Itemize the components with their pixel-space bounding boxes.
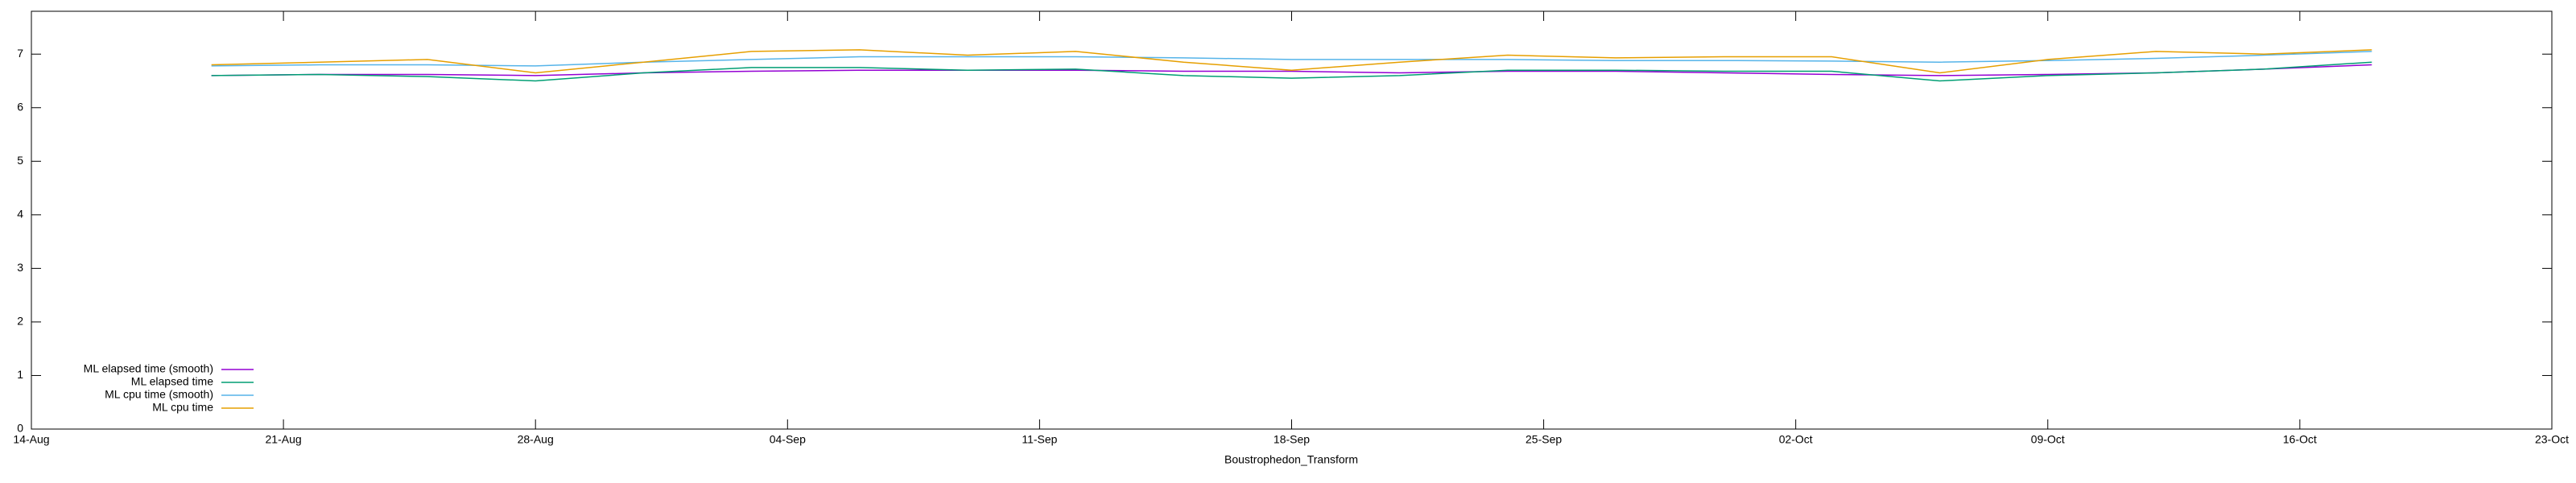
series-line (211, 61, 2372, 82)
legend-label: ML elapsed time (131, 375, 213, 388)
x-tick-label: 04-Sep (770, 433, 806, 446)
x-tick-label: 21-Aug (266, 433, 302, 446)
y-tick-label: 5 (17, 154, 23, 167)
y-tick-label: 3 (17, 261, 23, 274)
series-line (211, 49, 2372, 74)
legend-label: ML cpu time (152, 401, 213, 414)
legend-label: ML elapsed time (smooth) (84, 362, 213, 375)
y-tick-label: 6 (17, 100, 23, 113)
y-tick-label: 0 (17, 422, 23, 435)
series-line (211, 64, 2372, 76)
x-tick-label: 11-Sep (1022, 433, 1057, 446)
y-tick-label: 2 (17, 315, 23, 328)
x-tick-label: 25-Sep (1525, 433, 1562, 446)
y-tick-label: 4 (17, 208, 23, 221)
x-tick-label: 14-Aug (13, 433, 49, 446)
x-tick-label: 18-Sep (1274, 433, 1310, 446)
x-axis-label: Boustrophedon_Transform (1224, 453, 1358, 466)
x-tick-label: 02-Oct (1779, 433, 1813, 446)
x-tick-label: 16-Oct (2283, 433, 2317, 446)
legend-label: ML cpu time (smooth) (105, 388, 213, 401)
y-tick-label: 1 (17, 368, 23, 381)
x-tick-label: 23-Oct (2535, 433, 2569, 446)
x-tick-label: 28-Aug (518, 433, 554, 446)
x-tick-label: 09-Oct (2031, 433, 2065, 446)
series-line (211, 51, 2372, 67)
y-tick-label: 7 (17, 47, 23, 60)
